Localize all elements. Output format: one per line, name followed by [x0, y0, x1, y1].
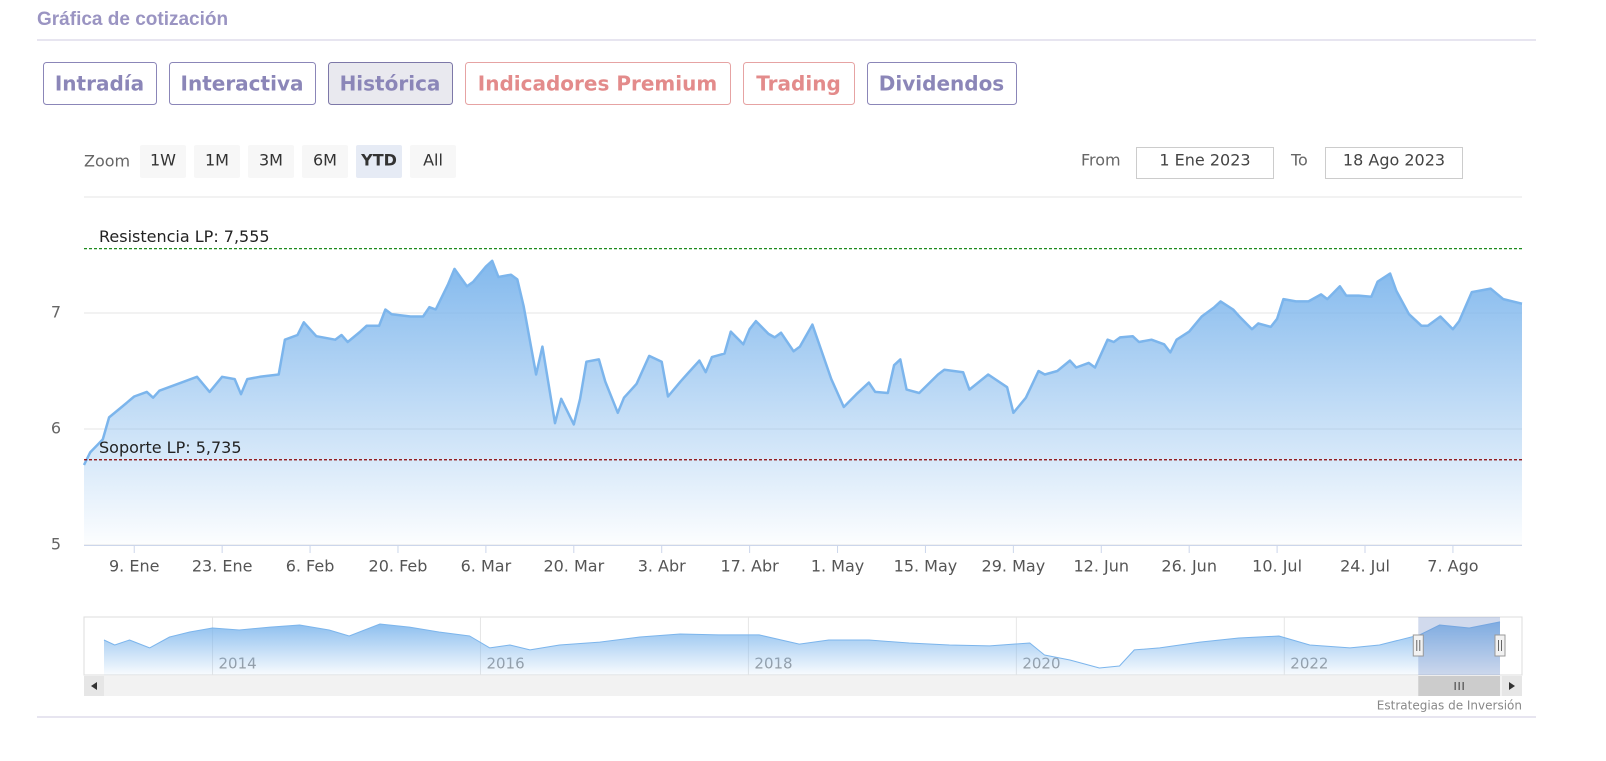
- zoom-button[interactable]: [302, 145, 348, 178]
- x-tick-label: 12. Jun: [1074, 557, 1130, 576]
- navigator-line: [103, 621, 1501, 669]
- scrollbar-track: [84, 676, 1522, 696]
- x-tick-label: 7. Ago: [1427, 557, 1478, 576]
- zoom-button[interactable]: [140, 145, 186, 178]
- navigator-handle[interactable]: [1412, 634, 1424, 657]
- to-input[interactable]: [1325, 147, 1463, 179]
- plot-line-label: Resistencia LP: 7,555: [99, 227, 270, 246]
- tab-label[interactable]: Dividendos: [879, 72, 1004, 96]
- zoom-button-label[interactable]: 6M: [313, 151, 337, 170]
- tab-button[interactable]: [169, 62, 316, 105]
- navigator-selection: [1418, 617, 1500, 675]
- x-tick-label: 9. Ene: [109, 557, 159, 576]
- arrow-right: [1509, 682, 1515, 690]
- arrow-left: [91, 682, 97, 690]
- from-value[interactable]: 1 Ene 2023: [1159, 151, 1250, 170]
- from-label: From: [1081, 151, 1121, 170]
- zoom-button[interactable]: [194, 145, 240, 178]
- to-value[interactable]: 18 Ago 2023: [1343, 151, 1445, 170]
- x-tick-label: 15. May: [894, 557, 958, 576]
- zoom-label: Zoom: [84, 152, 130, 171]
- navigator-area: [104, 621, 1500, 675]
- tab-label[interactable]: Trading: [756, 72, 841, 96]
- price-line: [82, 259, 1523, 466]
- zoom-button-label[interactable]: YTD: [360, 151, 397, 170]
- zoom-button-label[interactable]: All: [423, 151, 443, 170]
- credit: Estrategias de Inversión: [1377, 699, 1522, 713]
- tab-label[interactable]: Indicadores Premium: [478, 72, 717, 96]
- x-tick-label: 23. Ene: [192, 557, 253, 576]
- x-tick-label: 20. Mar: [543, 557, 604, 576]
- y-tick-label: 6: [51, 419, 61, 438]
- tab-button[interactable]: [328, 62, 453, 105]
- tab-button[interactable]: [867, 62, 1017, 105]
- x-tick-label: 6. Feb: [286, 557, 335, 576]
- y-tick-label: 5: [51, 535, 61, 554]
- x-tick-label: 10. Jul: [1252, 557, 1302, 576]
- tab-label[interactable]: Histórica: [340, 72, 441, 96]
- y-tick-label: 7: [51, 303, 61, 322]
- tab-button[interactable]: [43, 62, 157, 105]
- zoom-button-label[interactable]: 3M: [259, 151, 283, 170]
- x-tick-label: 3. Abr: [638, 557, 686, 576]
- from-input[interactable]: [1136, 147, 1274, 179]
- zoom-button-label[interactable]: 1W: [150, 151, 176, 170]
- x-tick-label: 17. Abr: [721, 557, 780, 576]
- x-tick-label: 1. May: [811, 557, 864, 576]
- x-tick-label: 20. Feb: [369, 557, 428, 576]
- plot-line-label: Soporte LP: 5,735: [99, 438, 242, 457]
- tab-button[interactable]: [465, 62, 731, 105]
- x-tick-label: 26. Jun: [1161, 557, 1217, 576]
- x-tick-label: 6. Mar: [461, 557, 512, 576]
- widget-title: Gráfica de cotización: [37, 9, 228, 30]
- x-tick-label: 24. Jul: [1340, 557, 1390, 576]
- tab-button[interactable]: [743, 62, 855, 105]
- area-fill: [84, 260, 1522, 545]
- to-label: To: [1290, 151, 1308, 170]
- navigator-handle[interactable]: [1494, 634, 1506, 657]
- tab-label[interactable]: Interactiva: [181, 72, 304, 96]
- zoom-button-label[interactable]: 1M: [205, 151, 229, 170]
- x-tick-label: 29. May: [982, 557, 1046, 576]
- zoom-button[interactable]: [248, 145, 294, 178]
- zoom-button[interactable]: [410, 145, 456, 178]
- zoom-button[interactable]: [356, 145, 402, 178]
- tab-label[interactable]: Intradía: [55, 72, 144, 96]
